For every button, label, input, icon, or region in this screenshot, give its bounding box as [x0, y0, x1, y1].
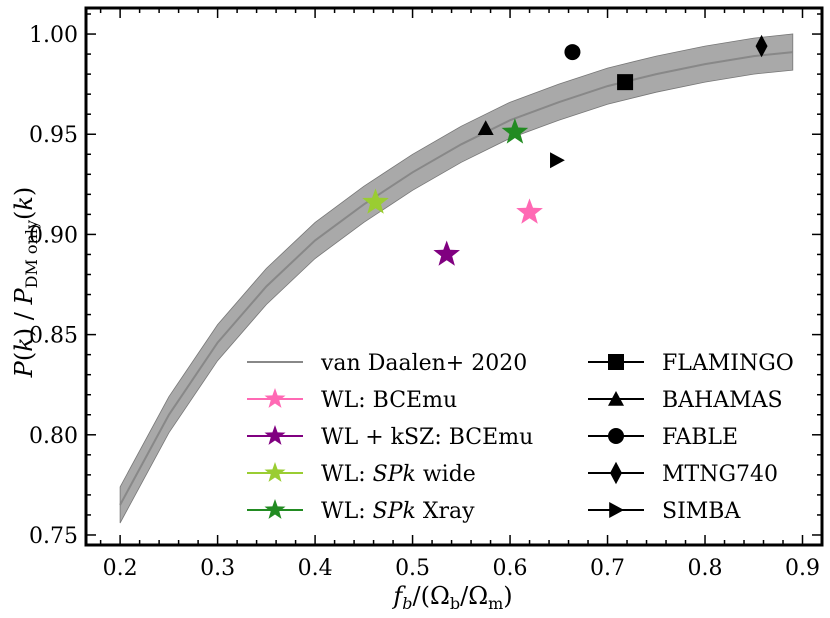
y-tick-label: 0.75 [29, 524, 78, 549]
point-flamingo [617, 74, 634, 91]
legend-swatch-wl-bcemu [264, 388, 286, 408]
x-tick-label: 0.5 [395, 556, 430, 581]
legend-swatch-simba [609, 502, 624, 518]
legend: van Daalen+ 2020 WL: BCEmu WL + kSZ: BCEmu… [247, 351, 794, 524]
points-layer [362, 34, 768, 266]
y-tick-label: 0.95 [29, 123, 78, 148]
legend-swatch-wl-ksz-bcemu [264, 425, 286, 445]
x-tick-label: 0.9 [785, 556, 820, 581]
legend-label-flamingo: FLAMINGO [662, 351, 794, 376]
point-wl-ksz-bcemu [433, 240, 460, 266]
point-simba [550, 152, 565, 169]
legend-swatch-wl-spk-wide [264, 462, 286, 482]
y-tick-label: 0.90 [29, 223, 78, 248]
legend-label-bahamas: BAHAMAS [662, 388, 783, 413]
y-tick-label: 0.80 [29, 424, 78, 449]
legend-swatch-fable [608, 428, 624, 444]
legend-label-wl-spk-xray: WL: SPk Xray [321, 499, 475, 524]
point-bahamas [477, 120, 494, 136]
legend-label-fable: FABLE [662, 425, 738, 450]
x-tick-label: 0.3 [200, 556, 235, 581]
legend-label-wl-spk-wide: WL: SPk wide [321, 462, 476, 487]
fit-band-layer [119, 33, 794, 524]
y-tick-label: 1.00 [29, 23, 78, 48]
x-tick-label: 0.7 [590, 556, 625, 581]
ticks-layer: 0.2 0.3 0.4 0.5 0.6 0.7 0.8 0.9 0.75 0.80 0.85 0.90… [29, 8, 823, 581]
legend-label-wl-ksz-bcemu: WL + kSZ: BCEmu [321, 425, 533, 450]
x-tick-label: 0.4 [298, 556, 333, 581]
point-wl-spk-wide [362, 188, 389, 214]
point-wl-bcemu [516, 198, 543, 224]
legend-swatch-wl-spk-xray [264, 499, 286, 519]
legend-swatch-bahamas [608, 391, 624, 406]
legend-label-mtng740: MTNG740 [662, 462, 778, 487]
y-tick-label: 0.85 [29, 324, 78, 349]
fit-curve-line [119, 51, 793, 506]
x-tick-label: 0.6 [493, 556, 528, 581]
point-fable [564, 44, 581, 61]
legend-label-simba: SIMBA [662, 499, 741, 524]
fit-uncertainty-band [119, 33, 794, 524]
legend-swatch-mtng740 [610, 461, 622, 485]
legend-swatch-flamingo [608, 354, 624, 370]
y-axis-label: P(k) / PDM only(k) [10, 187, 41, 379]
legend-label-wl-bcemu: WL: BCEmu [321, 388, 457, 413]
x-tick-label: 0.2 [103, 556, 138, 581]
point-wl-spk-xray [501, 118, 529, 144]
point-mtng740 [755, 34, 768, 58]
legend-label-fit-curve: van Daalen+ 2020 [320, 351, 527, 376]
x-tick-label: 0.8 [688, 556, 723, 581]
x-axis-label: fb/(Ωb/Ωm) [391, 582, 512, 613]
plot-frame [84, 6, 824, 547]
